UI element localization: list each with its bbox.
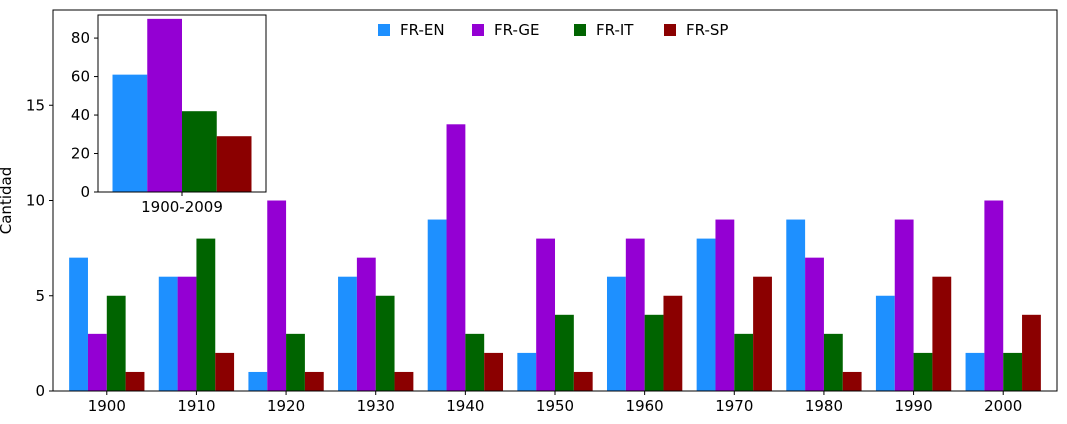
bar-main-fr-sp-1970 [753,276,772,391]
bar-main-fr-ge-1960 [625,238,645,391]
bar-main-fr-en-1950 [517,352,537,391]
y-tick-label-inset-40: 40 [71,106,90,124]
y-tick-label-main-10: 10 [26,192,45,210]
bar-main-fr-sp-1930 [394,371,414,391]
bar-main-fr-sp-1920 [304,371,324,391]
bar-main-fr-it-1970 [734,333,754,391]
bar-main-fr-ge-1940 [446,124,466,392]
bar-main-fr-it-1990 [913,352,933,391]
bar-main-fr-it-1960 [644,314,664,391]
x-tick-label-main-1920: 1920 [267,397,305,415]
bar-main-fr-ge-1970 [715,219,735,391]
bar-main-fr-en-2000 [965,352,985,391]
bar-main-fr-it-2000 [1003,352,1023,391]
bar-main-fr-sp-1980 [842,371,862,391]
bar-main-fr-en-1910 [158,276,178,391]
x-tick-label-main-1900: 1900 [88,397,126,415]
bar-main-fr-it-1920 [286,333,305,391]
bar-main-fr-ge-1900 [87,333,107,391]
x-tick-label-main-1990: 1990 [894,397,932,415]
bar-main-fr-sp-2000 [1022,314,1041,391]
bar-inset-fr-ge-1900-2009 [147,18,182,192]
y-tick-label-inset-0: 0 [80,183,90,201]
bar-main-fr-ge-1990 [894,219,914,391]
y-tick-label-main-0: 0 [35,382,45,400]
bar-inset-fr-sp-1900-2009 [216,136,252,192]
bar-main-fr-sp-1990 [932,276,952,391]
bar-main-fr-ge-2000 [984,200,1004,391]
x-tick-label-main-1950: 1950 [536,397,574,415]
bar-inset-fr-en-1900-2009 [112,74,148,192]
bar-main-fr-en-1960 [606,276,626,391]
bar-main-fr-en-1970 [696,238,716,391]
y-tick-label-main-5: 5 [35,287,45,305]
bar-main-fr-ge-1910 [177,276,197,391]
legend-swatch-fr-it [574,24,586,36]
bar-main-fr-sp-1950 [573,371,593,391]
bar-main-fr-sp-1940 [484,352,504,391]
bar-main-fr-en-1940 [427,219,447,391]
bar-main-fr-it-1940 [465,333,485,391]
x-tick-label-main-1940: 1940 [446,397,484,415]
bar-main-fr-en-1920 [248,371,268,391]
x-tick-label-main-1960: 1960 [626,397,664,415]
x-tick-label-main-2000: 2000 [984,397,1022,415]
legend: FR-EN FR-GE FR-IT FR-SP [378,21,728,39]
y-tick-label-main-15: 15 [26,96,45,114]
y-axis-title: Cantidad [0,167,15,234]
legend-label-fr-it: FR-IT [596,21,634,39]
x-tick-label-main-1980: 1980 [805,397,843,415]
bar-main-fr-it-1980 [823,333,843,391]
bar-main-fr-en-1990 [875,295,895,391]
bar-main-fr-it-1900 [106,295,126,391]
bar-main-fr-sp-1960 [663,295,683,391]
y-tick-label-inset-20: 20 [71,145,90,163]
inset-frame [97,14,267,193]
bar-main-fr-en-1900 [69,257,88,391]
bar-main-fr-ge-1980 [805,257,824,391]
legend-label-fr-sp: FR-SP [686,21,728,39]
bar-main-fr-sp-1900 [125,371,145,391]
x-tick-label-main-1930: 1930 [357,397,395,415]
main-plot: 1900 1910 1920 1930 1940 1950 1960 1970 1980 1990… [0,9,1058,415]
main-frame [52,9,1058,392]
legend-label-fr-ge: FR-GE [494,21,540,39]
bar-main-fr-it-1950 [555,314,574,391]
bar-main-fr-ge-1930 [356,257,376,391]
bar-main-fr-ge-1920 [267,200,287,391]
inset-plot: 1900-2009 0 20 40 60 80 [71,14,267,216]
legend-swatch-fr-sp [664,24,676,36]
bar-main-fr-en-1980 [786,219,806,391]
y-tick-label-inset-80: 80 [71,29,90,47]
x-tick-label-main-1910: 1910 [177,397,215,415]
bar-main-fr-ge-1950 [536,238,556,391]
bar-main-fr-it-1930 [375,295,395,391]
bar-main-fr-sp-1910 [215,352,235,391]
legend-swatch-fr-en [378,24,390,36]
x-tick-label-main-1970: 1970 [715,397,753,415]
bar-inset-fr-it-1900-2009 [182,111,217,192]
legend-label-fr-en: FR-EN [400,21,445,39]
bar-main-fr-en-1930 [338,276,357,391]
y-tick-label-inset-60: 60 [71,68,90,86]
bar-main-fr-it-1910 [196,238,216,391]
legend-swatch-fr-ge [472,24,484,36]
x-tick-label-inset-1900-2009: 1900-2009 [141,198,223,216]
